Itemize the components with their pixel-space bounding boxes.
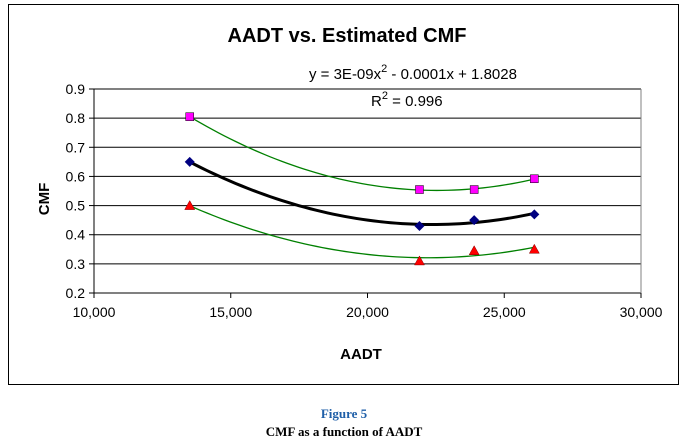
marker-square (415, 185, 424, 194)
y-tick-label: 0.9 (66, 81, 86, 97)
y-tick-label: 0.3 (66, 256, 86, 272)
figure-caption: Figure 5 CMF as a function of AADT (0, 405, 688, 441)
chart-title: AADT vs. Estimated CMF (228, 25, 467, 47)
x-tick-label: 15,000 (209, 304, 252, 320)
x-tick-label: 25,000 (483, 304, 526, 320)
plot-area (94, 89, 641, 293)
y-tick-label: 0.2 (66, 285, 86, 301)
marker-square (185, 112, 194, 121)
marker-triangle (414, 255, 425, 266)
y-tick-label: 0.4 (66, 227, 86, 243)
x-tick-label: 20,000 (346, 304, 389, 320)
marker-triangle (468, 245, 480, 255)
y-tick-label: 0.6 (66, 168, 86, 184)
marker-triangle (184, 200, 196, 210)
tick-labels: 0.2 0.3 0.4 0.5 0.6 0.7 0.8 0.9 10,000 15,000 20,0… (66, 81, 663, 320)
r-squared-label: R2 = 0.996 (371, 90, 443, 110)
marker-square (469, 185, 479, 194)
marker-diamond (529, 209, 540, 220)
trendline-triangle (189, 205, 535, 259)
marker-diamond (184, 156, 195, 167)
y-axis-title: CMF (36, 183, 53, 216)
trend-equation: y = 3E-09x2 - 0.0001x + 1.8028 (309, 63, 517, 83)
x-tick-label: 10,000 (73, 304, 116, 320)
marker-diamond (414, 220, 425, 231)
figure-description: CMF as a function of AADT (265, 424, 423, 439)
axes (89, 88, 642, 298)
figure-label: Figure 5 (320, 406, 368, 421)
chart-frame: 0.2 0.3 0.4 0.5 0.6 0.7 0.8 0.9 10,000 15,000 20,0… (8, 4, 679, 385)
data-markers (184, 112, 540, 266)
chart-svg: 0.2 0.3 0.4 0.5 0.6 0.7 0.8 0.9 10,000 15,000 20,0… (36, 25, 663, 363)
y-tick-label: 0.7 (66, 139, 86, 155)
grid-lines (94, 88, 641, 265)
x-axis-title: AADT (340, 346, 382, 363)
marker-diamond (469, 215, 480, 226)
y-tick-label: 0.8 (66, 110, 86, 126)
x-tick-label: 30,000 (620, 304, 663, 320)
y-tick-label: 0.5 (66, 198, 86, 214)
marker-triangle (528, 243, 540, 254)
marker-square (530, 174, 539, 184)
